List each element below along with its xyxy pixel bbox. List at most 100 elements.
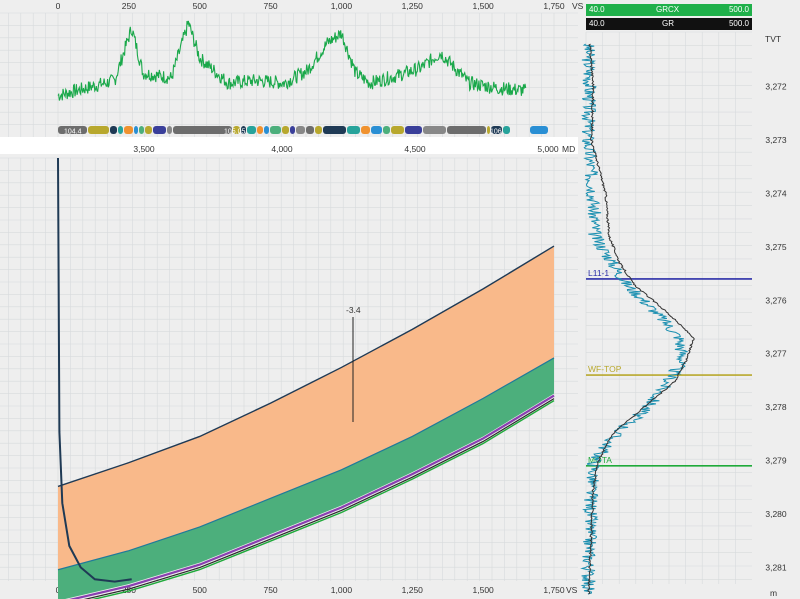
tvt-tick-label: 3,273	[765, 135, 787, 145]
tvt-tick-label: 3,281	[765, 562, 787, 572]
bottom-tick-label: 1,750	[543, 585, 565, 595]
top-tick-label: 250	[122, 1, 136, 11]
tvt-tick-label: 3,279	[765, 456, 787, 466]
tvt-tick-label: 3,276	[765, 295, 787, 305]
strip-segment	[423, 126, 446, 134]
grcx-curve	[580, 43, 689, 595]
gr-curve-top	[57, 20, 527, 101]
strip-segment	[241, 126, 246, 134]
top-tick-label: 0	[56, 1, 61, 11]
strip-segment	[153, 126, 166, 134]
strip-segment	[58, 126, 87, 134]
top-axis-unit: VS	[572, 1, 584, 11]
strip-segment	[391, 126, 404, 134]
wellbore-path	[57, 157, 132, 583]
bottom-tick-label: 750	[263, 585, 277, 595]
strip-segment	[491, 126, 502, 134]
strip-label-3: 106	[490, 129, 502, 136]
tvt-axis-title: TVT	[765, 34, 781, 44]
strip-segment	[383, 126, 390, 134]
md-axis: 3,500 4,000 4,500 5,000 MD	[133, 144, 575, 154]
strip-segment	[282, 126, 289, 134]
tvt-tick-label: 3,272	[765, 82, 787, 92]
strip-segment	[167, 126, 172, 134]
marker-label: -3.4	[346, 305, 361, 315]
grcx-name: GRCX	[656, 5, 680, 14]
strip-segment	[347, 126, 360, 134]
bottom-axis-unit: VS	[566, 585, 578, 595]
strip-segment	[405, 126, 422, 134]
strip-segment	[233, 126, 240, 134]
base-line	[83, 398, 555, 599]
md-axis-unit: MD	[562, 144, 575, 154]
panel-divider	[0, 137, 578, 154]
tvt-tick-label: 3,278	[765, 402, 787, 412]
strip-segment	[257, 126, 263, 134]
strip-segment	[447, 126, 486, 134]
formation-tops: L11-1 WF-TOP MOTA	[586, 268, 752, 467]
strip-segment	[371, 126, 382, 134]
strip-segment	[323, 126, 346, 134]
bottom-tick-label: 1,250	[402, 585, 424, 595]
orange-band	[58, 246, 555, 570]
tvt-tick-label: 3,277	[765, 349, 787, 359]
log-header-gr[interactable]: 40.0 GR 500.0	[586, 18, 752, 30]
strip-segment	[173, 126, 232, 134]
top-vs-axis: 0 250 500 750 1,000 1,250 1,500 1,750 VS	[56, 1, 584, 11]
green-band	[58, 357, 555, 599]
md-tick-label: 3,500	[133, 144, 155, 154]
strip-segment	[315, 126, 322, 134]
green-top-line	[57, 357, 555, 571]
strip-segment	[247, 126, 256, 134]
strip-segment	[270, 126, 281, 134]
md-tick-label: 4,500	[404, 144, 426, 154]
strip-segment	[306, 126, 314, 134]
gr-curve	[587, 43, 695, 595]
grcx-min: 40.0	[589, 5, 605, 14]
strip-segment	[118, 126, 123, 134]
bottom-tick-label: 1,000	[331, 585, 353, 595]
top-tick-label: 1,500	[473, 1, 495, 11]
band-top-line	[57, 245, 555, 488]
gr-min: 40.0	[589, 19, 605, 28]
gr-max: 500.0	[728, 19, 749, 28]
formation-top-label: WF-TOP	[588, 364, 622, 374]
formation-bands	[57, 245, 555, 599]
strip-segment	[88, 126, 109, 134]
strip-segment	[110, 126, 117, 134]
log-header-grcx[interactable]: 40.0 GRCX 500.0	[586, 4, 752, 16]
top-tick-label: 750	[263, 1, 277, 11]
strip-labels: 104.4 105.05 106	[64, 129, 502, 136]
green-base-line	[91, 400, 555, 599]
strip-label-2: 105.05	[224, 129, 246, 136]
strip-segment	[503, 126, 510, 134]
tvt-tick-label: 3,275	[765, 242, 787, 252]
formation-top-label: MOTA	[588, 455, 612, 465]
facies-strip	[58, 126, 548, 134]
top-tick-label: 1,000	[331, 1, 353, 11]
grcx-max: 500.0	[728, 5, 749, 14]
strip-segment	[296, 126, 305, 134]
log-track-grid	[585, 31, 752, 584]
bottom-tick-label: 1,500	[473, 585, 495, 595]
strip-segment	[264, 126, 269, 134]
md-tick-label: 4,000	[271, 144, 293, 154]
strip-segment	[139, 126, 144, 134]
top-tick-label: 1,250	[402, 1, 424, 11]
strip-segment	[145, 126, 152, 134]
purple-line	[68, 394, 555, 599]
strip-segment	[134, 126, 138, 134]
bottom-tick-label: 500	[193, 585, 207, 595]
strip-label-1: 104.4	[64, 129, 82, 136]
md-tick-label: 5,000	[537, 144, 559, 154]
top-tick-label: 1,750	[543, 1, 565, 11]
bottom-tick-label: 250	[122, 585, 136, 595]
strip-segment	[361, 126, 370, 134]
strip-segment	[487, 126, 490, 134]
tvt-axis: 3,272 3,273 3,274 3,275 3,276 3,277 3,278 3,279…	[765, 82, 787, 573]
tvt-tick-label: 3,280	[765, 509, 787, 519]
tvt-tick-label: 3,274	[765, 189, 787, 199]
gr-name: GR	[662, 19, 674, 28]
formation-top-label: L11-1	[588, 268, 609, 278]
